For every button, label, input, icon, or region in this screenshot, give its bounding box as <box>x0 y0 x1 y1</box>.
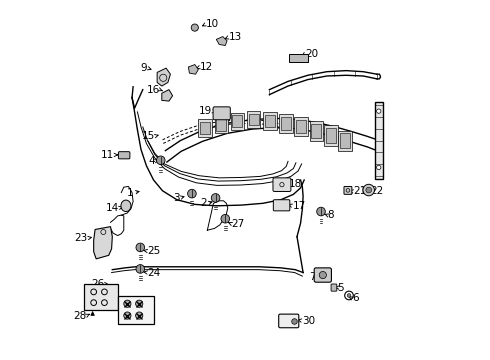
Bar <box>281 117 291 130</box>
Bar <box>375 102 383 179</box>
Bar <box>200 122 210 134</box>
Text: 5: 5 <box>338 283 344 293</box>
FancyBboxPatch shape <box>279 314 299 328</box>
Text: 26: 26 <box>91 279 104 289</box>
Polygon shape <box>188 64 198 74</box>
Text: 8: 8 <box>327 210 334 220</box>
Circle shape <box>136 243 145 252</box>
Bar <box>338 131 352 151</box>
Text: 30: 30 <box>302 316 315 325</box>
Text: 27: 27 <box>231 219 245 229</box>
Bar <box>263 112 276 130</box>
Text: 28: 28 <box>73 311 87 320</box>
Bar <box>296 120 306 134</box>
Text: 21: 21 <box>353 186 367 197</box>
FancyBboxPatch shape <box>314 268 331 282</box>
FancyBboxPatch shape <box>273 200 290 211</box>
Circle shape <box>221 215 230 223</box>
Bar <box>231 113 245 130</box>
Bar <box>294 117 308 136</box>
FancyBboxPatch shape <box>344 186 352 194</box>
Polygon shape <box>157 68 171 86</box>
Text: 16: 16 <box>147 85 160 95</box>
Polygon shape <box>94 226 112 259</box>
Text: 9: 9 <box>141 63 147 73</box>
Text: 4: 4 <box>148 156 155 166</box>
Circle shape <box>188 189 196 198</box>
FancyBboxPatch shape <box>213 107 230 120</box>
FancyBboxPatch shape <box>84 284 118 310</box>
Circle shape <box>124 300 131 307</box>
Circle shape <box>319 271 326 279</box>
Circle shape <box>136 300 143 307</box>
Bar <box>216 118 226 131</box>
FancyBboxPatch shape <box>119 152 130 159</box>
Polygon shape <box>162 90 172 101</box>
Bar <box>310 121 323 140</box>
Bar <box>279 114 293 133</box>
Ellipse shape <box>121 200 131 212</box>
FancyBboxPatch shape <box>331 284 337 291</box>
Circle shape <box>136 312 143 319</box>
Text: 17: 17 <box>293 201 306 211</box>
Text: 13: 13 <box>229 32 242 42</box>
Text: 25: 25 <box>147 246 161 256</box>
Bar <box>265 115 275 127</box>
Bar <box>215 116 228 134</box>
Text: 10: 10 <box>206 19 220 29</box>
Polygon shape <box>216 37 227 45</box>
Bar <box>340 134 350 148</box>
Bar <box>324 126 338 145</box>
Text: 1: 1 <box>127 188 134 198</box>
Circle shape <box>363 184 374 196</box>
Circle shape <box>377 109 381 113</box>
Bar <box>247 111 260 129</box>
Bar <box>232 116 243 127</box>
Circle shape <box>191 24 198 31</box>
Text: 15: 15 <box>142 131 155 141</box>
Text: 3: 3 <box>173 193 180 203</box>
Circle shape <box>366 187 371 193</box>
Bar <box>248 114 259 126</box>
Bar <box>198 119 212 137</box>
Bar <box>326 129 336 143</box>
Text: 11: 11 <box>101 150 114 160</box>
Text: 2: 2 <box>201 198 207 208</box>
Text: 18: 18 <box>289 179 302 189</box>
Circle shape <box>124 312 131 319</box>
Text: 20: 20 <box>305 49 318 59</box>
Circle shape <box>377 165 381 170</box>
FancyBboxPatch shape <box>289 54 308 62</box>
FancyBboxPatch shape <box>273 178 291 192</box>
Circle shape <box>211 194 220 202</box>
Text: 12: 12 <box>200 62 214 72</box>
Text: 23: 23 <box>74 233 88 243</box>
Text: 19: 19 <box>199 106 212 116</box>
Circle shape <box>156 156 165 165</box>
Text: 22: 22 <box>370 186 383 197</box>
FancyBboxPatch shape <box>118 296 153 324</box>
Text: 24: 24 <box>147 267 161 278</box>
Text: 29: 29 <box>133 299 147 309</box>
Bar <box>311 124 321 138</box>
Circle shape <box>136 265 145 273</box>
Text: 7: 7 <box>309 272 316 282</box>
Text: 14: 14 <box>105 203 119 213</box>
Circle shape <box>347 294 351 297</box>
Circle shape <box>317 207 325 216</box>
Text: 6: 6 <box>352 293 359 303</box>
